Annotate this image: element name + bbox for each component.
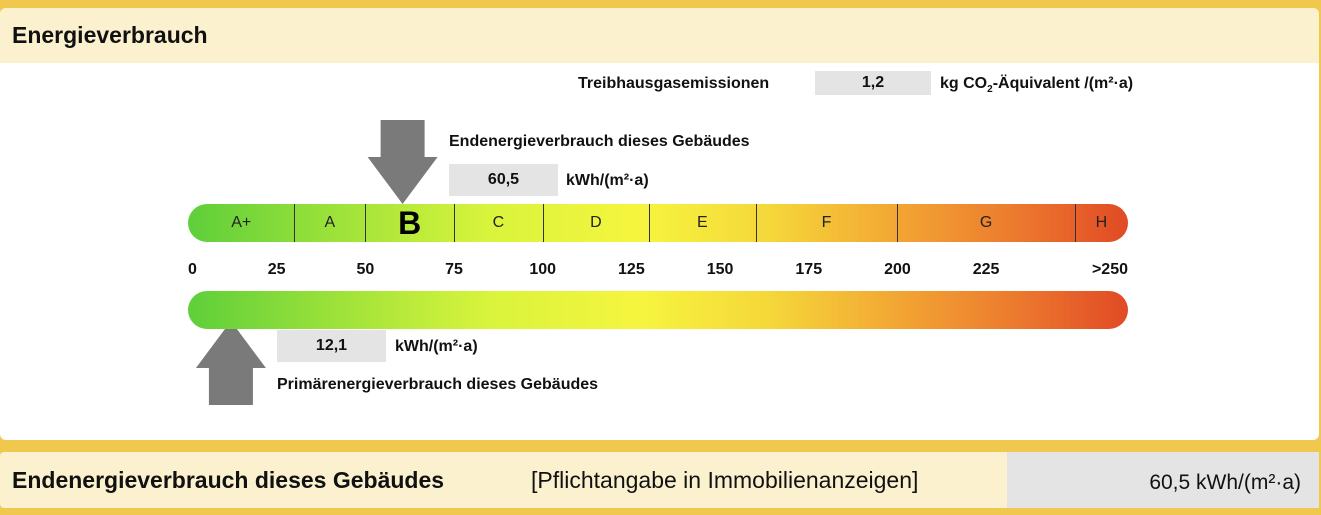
class-divider [365,204,367,242]
class-divider [542,204,544,242]
energy-class-c: C [492,214,505,231]
energy-class-a-plus: A+ [231,214,252,231]
scale-tick-label: 25 [267,261,286,278]
panel-title: Energieverbrauch [12,22,208,48]
energy-class-g: G [979,214,993,231]
scale-tick-label: 150 [706,261,734,278]
scale-tick-label: 225 [972,261,1000,278]
scale-tick-label: >250 [1091,261,1128,278]
footer-note: [Pflichtangabe in Immobilienanzeigen] [531,467,919,493]
emissions-unit-sub: 2 [987,84,993,96]
energy-class-f: F [821,214,832,231]
energy-class-d: D [590,214,602,231]
end-energy-unit: kWh/(m²·a) [566,172,649,189]
energy-certificate-panel: Energieverbrauch Treibhausgasemissionen … [0,8,1319,440]
emissions-unit: kg CO2-Äquivalent /(m²·a) [940,75,1133,95]
end-energy-arrow [367,120,438,204]
end-energy-value: 60,5 [449,164,558,196]
primary-energy-value: 12,1 [277,330,386,362]
footer-title: Endenergieverbrauch dieses Gebäudes [12,467,445,493]
footer-value: 60,5 kWh/(m²·a) [1149,471,1301,494]
footer-value-box: 60,5 kWh/(m²·a) [1007,452,1319,508]
scale-tick-label: 100 [529,261,557,278]
emissions-label: Treibhausgasemissionen [578,75,770,92]
scale-tick-label: 50 [356,261,375,278]
panel-header: Energieverbrauch [0,8,1319,63]
class-divider [454,204,456,242]
primary-energy-label: Primärenergieverbrauch dieses Gebäudes [277,376,599,393]
primary-energy-arrow [195,321,266,405]
class-divider [755,204,757,242]
energy-class-e: E [696,214,708,231]
energy-gradient-bar [188,291,1128,329]
class-divider [1074,204,1076,242]
energy-class-h: H [1095,214,1108,231]
emissions-value: 1,2 [815,71,931,95]
end-energy-arrow-icon [195,120,438,405]
emissions-unit-suffix: -Äquivalent /(m²·a) [992,75,1134,92]
footer-bar: Endenergieverbrauch dieses Gebäudes [Pfl… [0,452,1319,508]
energy-class-b: B [398,204,422,241]
scale-tick-label: 75 [445,261,463,278]
energy-class-a: A [324,214,336,231]
scale-tick-label: 175 [795,261,823,278]
scale-tick-label: 200 [884,261,911,278]
class-divider [897,204,899,242]
scale-tick-label: 0 [188,261,197,278]
class-divider [294,204,296,242]
primary-energy-unit: kWh/(m²·a) [395,338,478,355]
energy-class-bar: A+ A B C D E F G H [188,204,1128,242]
emissions-unit-prefix: kg CO [940,75,988,92]
class-divider [649,204,651,242]
end-energy-label: Endenergieverbrauch dieses Gebäudes [449,133,750,150]
scale-tick-label: 125 [618,261,645,278]
